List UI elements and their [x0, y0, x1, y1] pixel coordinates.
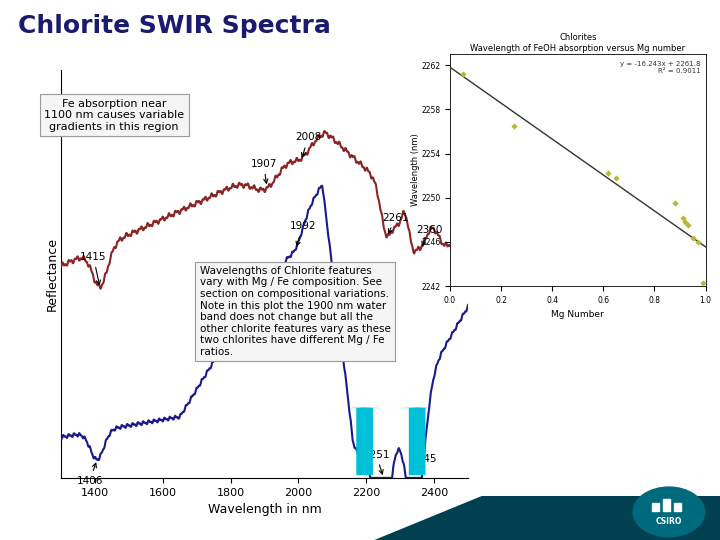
Point: [687, 233, 698, 242]
Point: [692, 238, 703, 246]
Point: [508, 122, 520, 130]
Text: 1907: 1907: [251, 273, 276, 297]
Point: [697, 279, 708, 287]
Point: [669, 199, 680, 207]
Text: y = -16.243x + 2261.8
R² = 0.9011: y = -16.243x + 2261.8 R² = 0.9011: [620, 61, 701, 74]
Bar: [662, 499, 670, 511]
Y-axis label: Wavelength (nm): Wavelength (nm): [410, 134, 420, 206]
X-axis label: Mg Number: Mg Number: [552, 310, 604, 320]
Text: Chlorite SWIR Spectra: Chlorite SWIR Spectra: [18, 14, 331, 37]
Point: [611, 173, 622, 182]
Point: [682, 221, 693, 230]
Text: 2345: 2345: [410, 454, 437, 474]
Point: [457, 70, 469, 78]
Text: 2008: 2008: [295, 132, 321, 157]
Text: 1406: 1406: [76, 463, 103, 486]
Text: 1992: 1992: [289, 221, 316, 246]
Point: [603, 169, 614, 178]
Circle shape: [633, 487, 705, 537]
Polygon shape: [374, 496, 720, 540]
Bar: [652, 503, 659, 511]
Text: 2251: 2251: [363, 449, 390, 474]
Text: Wavelengths of Chlorite features
vary with Mg / Fe composition. See
section on c: Wavelengths of Chlorite features vary wi…: [199, 266, 390, 357]
Title: Chlorites
Wavelength of FeOH absorption versus Mg number: Chlorites Wavelength of FeOH absorption …: [470, 33, 685, 53]
Y-axis label: Reflectance: Reflectance: [45, 237, 58, 311]
Text: CSIRO: CSIRO: [656, 517, 682, 526]
Text: Fe absorption near
1100 nm causes variable
gradients in this region: Fe absorption near 1100 nm causes variab…: [44, 99, 184, 132]
Point: [680, 218, 691, 226]
Text: 26  |  Mineral Spectroscopy Theory: 26 | Mineral Spectroscopy Theory: [13, 519, 171, 528]
Bar: [673, 503, 680, 511]
Text: 1907: 1907: [251, 159, 276, 183]
Text: 1415: 1415: [80, 252, 107, 285]
Text: 2360: 2360: [416, 225, 442, 246]
X-axis label: Wavelength in nm: Wavelength in nm: [208, 503, 321, 516]
Text: 2261: 2261: [382, 213, 409, 233]
Point: [677, 213, 688, 222]
